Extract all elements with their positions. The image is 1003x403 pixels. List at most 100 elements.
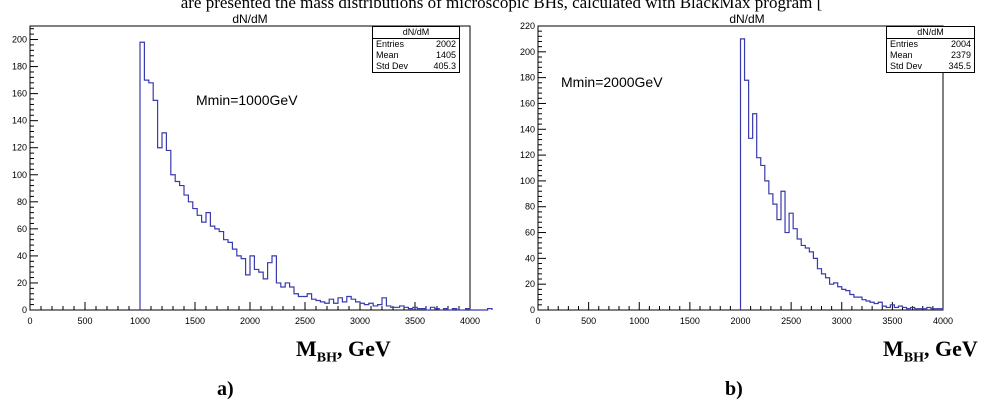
histogram-bin xyxy=(769,194,773,310)
stats-value: 345.5 xyxy=(948,61,971,72)
histogram-bin xyxy=(175,182,179,310)
histogram-bin xyxy=(162,133,166,310)
y-tick-label: 180 xyxy=(12,62,27,72)
x-tick-label: 3000 xyxy=(832,316,852,326)
histogram-bin xyxy=(882,306,886,310)
histogram-bin xyxy=(842,289,846,310)
x-axis-symbol: M xyxy=(883,336,904,361)
histogram-bin xyxy=(826,278,830,310)
histogram-bin xyxy=(753,114,757,310)
stats-title: dN/dM xyxy=(373,27,459,39)
stats-label: Entries xyxy=(376,39,404,50)
y-tick-label: 160 xyxy=(520,98,535,108)
histogram-bin xyxy=(741,39,745,310)
histogram-bin xyxy=(911,307,915,310)
stats-row-entries: Entries 2002 xyxy=(373,39,459,50)
histogram-bin xyxy=(215,229,219,310)
stats-title: dN/dM xyxy=(887,27,974,39)
x-tick-label: 3000 xyxy=(350,316,370,326)
stats-value: 2379 xyxy=(951,50,971,61)
histogram-bin xyxy=(272,256,276,310)
histogram-bin xyxy=(404,307,408,310)
histogram-bin xyxy=(395,307,399,310)
histogram-bin xyxy=(422,309,426,310)
histogram-bin xyxy=(400,306,404,310)
histogram-bin xyxy=(351,299,355,310)
stats-value: 2002 xyxy=(436,39,456,50)
histogram-bin xyxy=(797,239,801,310)
y-tick-label: 0 xyxy=(530,305,535,315)
histogram-bin xyxy=(391,307,395,310)
histogram-bin xyxy=(777,220,781,310)
histogram-bin xyxy=(809,252,813,310)
histogram-bin xyxy=(858,297,862,310)
histogram-bin xyxy=(862,300,866,310)
histogram-bin xyxy=(237,256,241,310)
histogram-bin xyxy=(149,83,153,310)
histogram-bin xyxy=(813,258,817,310)
histogram-bin xyxy=(488,309,492,310)
x-axis-subscript: BH xyxy=(904,350,924,365)
histogram-bin xyxy=(781,191,785,310)
histogram-bin xyxy=(822,274,826,310)
x-tick-label: 2500 xyxy=(295,316,315,326)
histogram-bin xyxy=(898,306,902,310)
y-tick-label: 200 xyxy=(12,35,27,45)
x-tick-label: 500 xyxy=(77,316,92,326)
histogram-bin xyxy=(281,287,285,310)
histogram-bin xyxy=(285,283,289,310)
histogram-bin xyxy=(224,240,228,310)
histogram-bin xyxy=(850,295,854,310)
histogram-bin xyxy=(254,269,258,310)
histogram-bin xyxy=(382,298,386,310)
mmin-annotation: Mmin=1000GeV xyxy=(196,92,298,108)
histogram-bin xyxy=(188,202,192,310)
y-tick-label: 100 xyxy=(520,176,535,186)
histogram-bin xyxy=(364,305,368,310)
y-tick-label: 20 xyxy=(525,279,535,289)
histogram-bin xyxy=(373,306,377,310)
histogram-bin xyxy=(801,245,805,310)
histogram-bin xyxy=(761,165,765,310)
stats-box: dN/dM Entries 2004 Mean 2379 Std Dev 345… xyxy=(886,26,975,73)
stats-label: Entries xyxy=(890,39,918,50)
histogram-bin xyxy=(793,229,797,310)
histogram-bin xyxy=(378,305,382,310)
histogram-bin xyxy=(307,294,311,310)
histogram-bin xyxy=(817,269,821,310)
histogram-bin xyxy=(846,291,850,310)
histogram-bin xyxy=(773,204,777,310)
stats-label: Std Dev xyxy=(376,61,408,72)
histogram-bin xyxy=(805,248,809,310)
histogram-bin xyxy=(325,303,329,310)
histogram-bin xyxy=(838,287,842,310)
histogram-bin xyxy=(430,307,434,310)
histogram-bin xyxy=(890,305,894,310)
histogram-bin xyxy=(268,263,272,310)
histogram-bin xyxy=(140,42,144,310)
histogram-bin xyxy=(329,299,333,310)
histogram-bin xyxy=(757,158,761,310)
histogram-panel-a: dN/dM 0 500 1000 1500 2000 2500 3000 3500 4000 0 2… xyxy=(0,0,500,403)
histogram-bin xyxy=(263,279,267,310)
y-tick-label: 220 xyxy=(520,21,535,31)
histogram-bin xyxy=(854,297,858,310)
histogram-bin xyxy=(444,309,448,310)
histogram-bin xyxy=(228,242,232,310)
histogram-bin xyxy=(749,138,753,310)
stats-row-stddev: Std Dev 345.5 xyxy=(887,61,974,72)
histogram-bin xyxy=(870,302,874,310)
y-tick-label: 160 xyxy=(12,89,27,99)
histogram-bin xyxy=(342,302,346,310)
histogram-bin xyxy=(927,307,931,310)
x-tick-label: 1500 xyxy=(185,316,205,326)
histogram-bin xyxy=(360,303,364,310)
histogram-bin xyxy=(206,213,210,310)
histogram-bin xyxy=(408,309,412,310)
histogram-bin xyxy=(789,213,793,310)
histogram-bin xyxy=(320,302,324,310)
histogram-bin xyxy=(158,148,162,310)
y-tick-label: 80 xyxy=(525,202,535,212)
histogram-bin xyxy=(931,309,935,310)
x-tick-label: 2000 xyxy=(240,316,260,326)
